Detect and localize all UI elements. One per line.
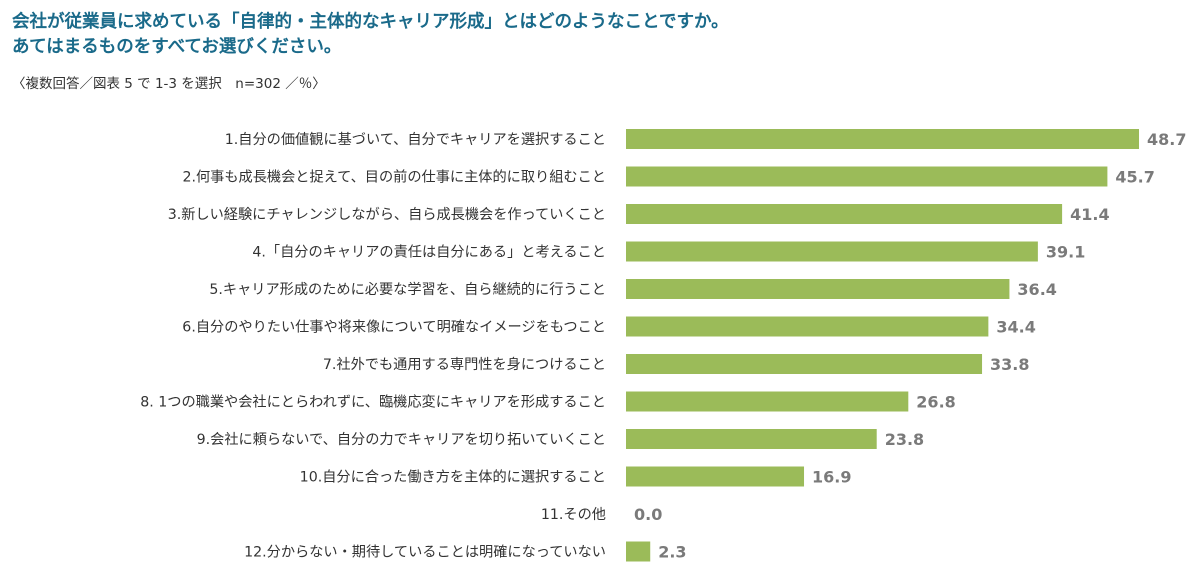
- bar: [626, 466, 805, 487]
- chart-note: 〈複数回答／図表 5 で 1-3 を選択 n=302 ／％〉: [12, 76, 326, 92]
- category-label: 11.その他: [541, 507, 606, 523]
- bar: [626, 354, 983, 374]
- bar: [626, 429, 877, 449]
- value-label: 39.1: [1046, 243, 1085, 262]
- category-label: 8. 1つの職業や会社にとらわれずに、臨機応変にキャリアを形成すること: [140, 394, 606, 411]
- category-label: 5.キャリア形成のために必要な学習を、自ら継続的に行うこと: [209, 281, 606, 298]
- value-label: 34.4: [996, 318, 1035, 337]
- bar: [626, 279, 1010, 299]
- bar: [626, 129, 1139, 149]
- category-label: 7.社外でも通用する専門性を身につけること: [323, 357, 606, 373]
- bar: [626, 166, 1108, 187]
- category-label: 6.自分のやりたい仕事や将来像について明確なイメージをもつこと: [182, 320, 606, 336]
- bar: [626, 541, 651, 562]
- category-label: 3.新しい経験にチャレンジしながら、自ら成長機会を作っていくこと: [168, 207, 606, 223]
- bar: [626, 241, 1038, 262]
- category-label: 2.何事も成長機会と捉えて、目の前の仕事に主体的に取り組むこと: [182, 169, 606, 186]
- category-label: 10.自分に合った働き方を主体的に選択すること: [300, 470, 606, 486]
- chart-title: 会社が従業員に求めている「自律的・主体的なキャリア形成」とはどのようなことですか…: [12, 10, 729, 60]
- value-label: 26.8: [916, 393, 955, 412]
- category-label: 12.分からない・期待していることは明確になっていない: [244, 545, 606, 561]
- value-label: 36.4: [1017, 280, 1056, 299]
- value-label: 41.4: [1070, 205, 1109, 224]
- value-label: 48.7: [1147, 130, 1186, 149]
- bar: [626, 204, 1063, 224]
- chart-subtitle: あてはまるものをすべてお選びください。: [12, 37, 342, 57]
- category-label: 9.会社に頼らないで、自分の力でキャリアを切り拓いていくこと: [197, 432, 606, 448]
- value-label: 23.8: [885, 430, 924, 449]
- category-label: 1.自分の価値観に基づいて、自分でキャリアを選択すること: [225, 131, 606, 148]
- bar: [626, 316, 989, 337]
- chart-title-line: 会社が従業員に求めている「自律的・主体的なキャリア形成」とはどのようなことですか…: [12, 12, 729, 32]
- value-label: 33.8: [990, 355, 1029, 374]
- value-label: 0.0: [634, 505, 662, 524]
- value-label: 45.7: [1115, 168, 1154, 187]
- value-label: 2.3: [658, 543, 686, 562]
- bar: [626, 391, 909, 412]
- category-label: 4.「自分のキャリアの責任は自分にある」と考えること: [252, 245, 606, 261]
- value-label: 16.9: [812, 468, 851, 487]
